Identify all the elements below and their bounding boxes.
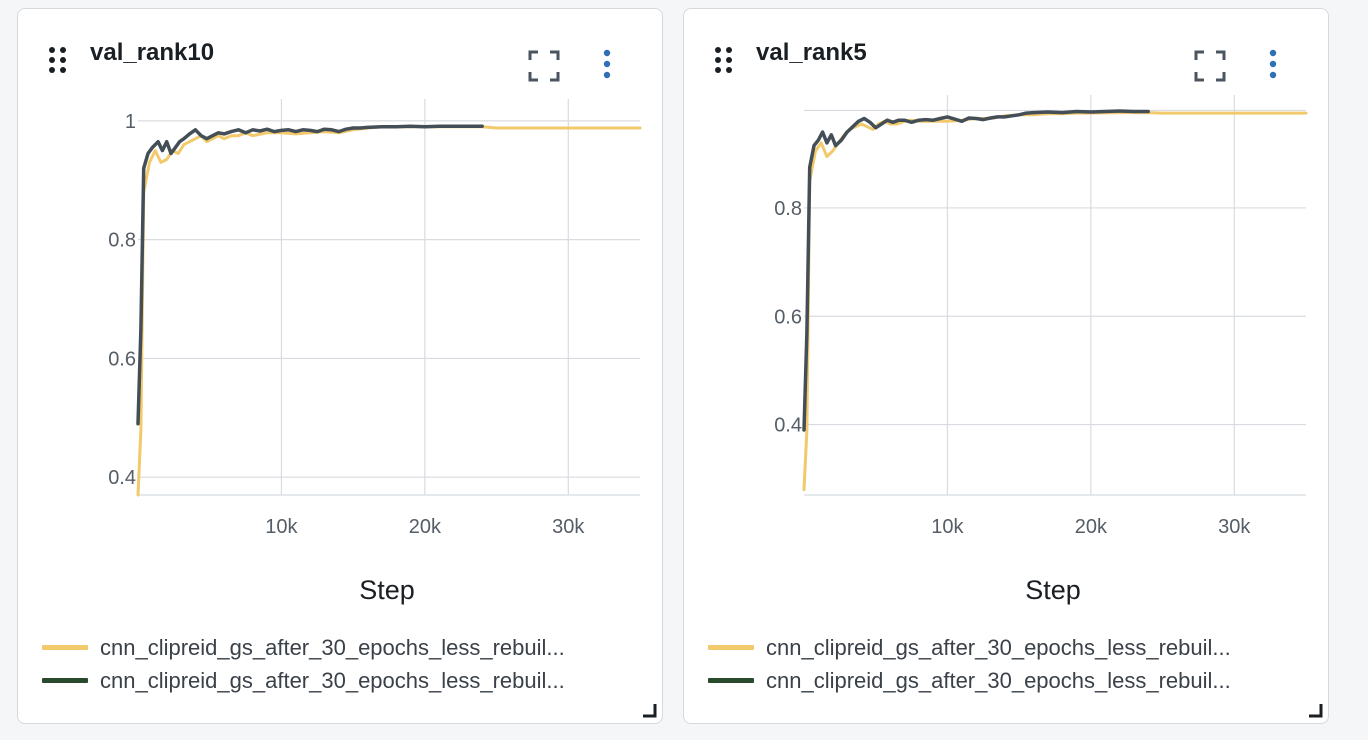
y-tick-label: 0.8 — [108, 230, 136, 252]
line-chart-val-rank10[interactable]: 0.4 0.6 0.8 1 10k 20k 30k Step — [18, 9, 664, 629]
legend-swatch — [42, 678, 88, 683]
panel-title: val_rank5 — [756, 39, 867, 66]
x-tick-label: 10k — [931, 516, 964, 538]
drag-handle-icon[interactable] — [47, 45, 69, 75]
series-line-1[interactable] — [136, 125, 642, 497]
resize-handle-icon[interactable] — [1307, 702, 1323, 718]
y-tick-label: 0.4 — [774, 415, 802, 437]
legend-label: cnn_clipreid_gs_after_30_epochs_less_reb… — [100, 634, 565, 660]
series-line-2[interactable] — [136, 124, 484, 426]
x-tick-label: 10k — [265, 516, 298, 538]
legend-label: cnn_clipreid_gs_after_30_epochs_less_reb… — [766, 634, 1231, 660]
legend-label: cnn_clipreid_gs_after_30_epochs_less_reb… — [766, 667, 1231, 693]
expand-icon[interactable] — [528, 50, 560, 82]
more-options-icon[interactable] — [1262, 47, 1284, 83]
x-tick-label: 30k — [552, 516, 585, 538]
x-axis-title: Step — [1025, 575, 1081, 605]
expand-icon[interactable] — [1194, 50, 1226, 82]
chart-panel-val-rank10: val_rank10 0.4 0.6 0.8 1 10k 20k 30k Step cnn_c… — [17, 8, 663, 724]
chart-legend: cnn_clipreid_gs_after_30_epochs_less_reb… — [708, 631, 1308, 697]
y-tick-label: 0.6 — [774, 306, 802, 328]
chart-legend: cnn_clipreid_gs_after_30_epochs_less_reb… — [42, 631, 642, 697]
legend-swatch — [708, 645, 754, 650]
y-tick-label: 0.4 — [108, 467, 136, 489]
series-line-2[interactable] — [802, 109, 1150, 432]
y-tick-label: 1 — [125, 111, 136, 133]
x-tick-label: 20k — [1075, 516, 1108, 538]
legend-item[interactable]: cnn_clipreid_gs_after_30_epochs_less_reb… — [708, 631, 1308, 664]
legend-item[interactable]: cnn_clipreid_gs_after_30_epochs_less_reb… — [708, 664, 1308, 697]
series-line-1[interactable] — [802, 111, 1308, 492]
legend-item[interactable]: cnn_clipreid_gs_after_30_epochs_less_reb… — [42, 631, 642, 664]
legend-item[interactable]: cnn_clipreid_gs_after_30_epochs_less_reb… — [42, 664, 642, 697]
legend-swatch — [708, 678, 754, 683]
legend-label: cnn_clipreid_gs_after_30_epochs_less_reb… — [100, 667, 565, 693]
line-chart-val-rank5[interactable]: 0.4 0.6 0.8 10k 20k 30k Step — [684, 9, 1330, 629]
drag-handle-icon[interactable] — [713, 45, 735, 75]
x-tick-label: 30k — [1218, 516, 1251, 538]
y-tick-label: 0.6 — [108, 348, 136, 370]
legend-swatch — [42, 645, 88, 650]
panel-title: val_rank10 — [90, 39, 215, 66]
x-tick-label: 20k — [409, 516, 442, 538]
more-options-icon[interactable] — [596, 47, 618, 83]
y-tick-label: 0.8 — [774, 198, 802, 220]
resize-handle-icon[interactable] — [641, 702, 657, 718]
x-axis-title: Step — [359, 575, 415, 605]
chart-panel-val-rank5: val_rank5 0.4 0.6 0.8 10k 20k 30k Step cnn_cli… — [683, 8, 1329, 724]
